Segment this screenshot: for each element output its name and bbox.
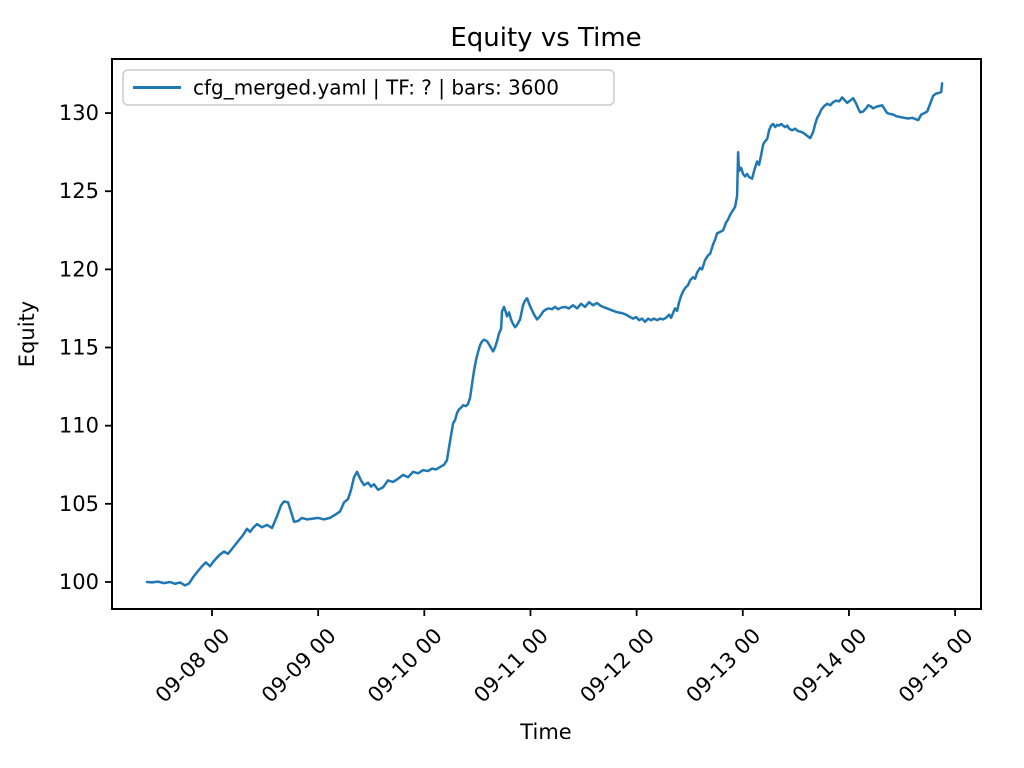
equity-series-line: [145, 82, 944, 587]
legend-entry-label: cfg_merged.yaml | TF: ? | bars: 3600: [193, 76, 559, 100]
x-tick-label: 09-12 00: [575, 624, 659, 708]
plot-area-border: [111, 58, 982, 610]
x-tick-label: 09-09 00: [257, 624, 341, 708]
x-tick-label: 09-10 00: [363, 624, 447, 708]
x-axis-ticks: 09-08 00 09-09 00 09-10 00 09-11 00 09-12 00…: [151, 609, 978, 707]
x-tick-label: 09-08 00: [151, 624, 235, 708]
y-tick-label: 130: [59, 101, 99, 125]
x-tick-label: 09-13 00: [682, 624, 766, 708]
y-tick-label: 105: [59, 492, 99, 516]
y-tick-label: 125: [59, 179, 99, 203]
legend-frame: [122, 69, 615, 106]
x-tick-label: 09-15 00: [894, 624, 978, 708]
y-tick-label: 115: [59, 336, 99, 360]
y-axis-ticks: 100 105 110 115 120 125 130: [59, 101, 112, 594]
legend: cfg_merged.yaml | TF: ? | bars: 3600: [122, 69, 615, 106]
chart-title: Equity vs Time: [450, 23, 641, 53]
y-tick-label: 100: [59, 570, 99, 594]
y-axis-label: Equity: [15, 301, 39, 367]
x-axis-label: Time: [519, 720, 571, 744]
x-tick-label: 09-14 00: [788, 624, 872, 708]
y-tick-label: 110: [59, 414, 99, 438]
x-tick-label: 09-11 00: [469, 624, 553, 708]
y-tick-label: 120: [59, 257, 99, 281]
